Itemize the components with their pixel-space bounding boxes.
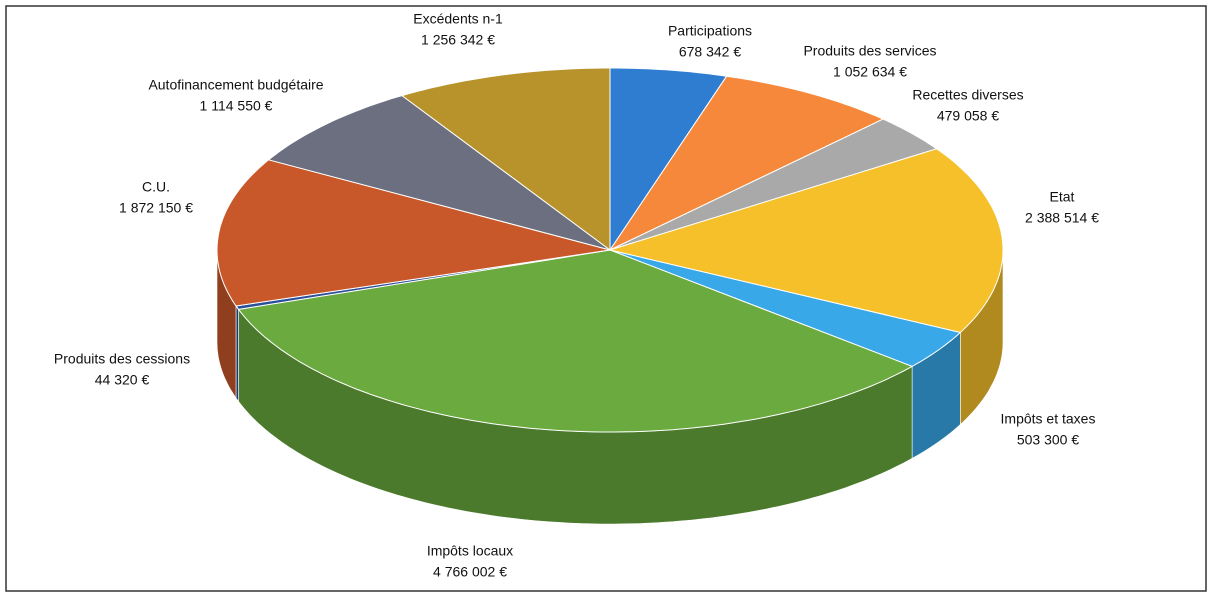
slice-value-label: 44 320 € [95,372,150,388]
slice-value-label: 1 114 550 € [200,98,273,114]
slice-label: Produits des services [803,43,936,59]
pie-slice [216,159,611,307]
slice-label: Impôts locaux [427,543,513,559]
slice-value-label: 479 058 € [937,108,999,124]
pie-slice [608,148,1004,334]
slice-label: Impôts et taxes [1001,411,1096,427]
pie-slice [609,249,962,367]
slice-label: Produits des cessions [54,351,190,367]
slice-label: Autofinancement budgétaire [148,77,323,93]
slice-value-label: 503 300 € [1017,432,1079,448]
pie-slice [400,67,611,251]
pie-slice [237,249,914,433]
pie-slice-side [235,305,239,403]
slice-value-label: 1 052 634 € [833,64,907,80]
slice-value-label: 2 388 514 € [1025,210,1099,226]
slice-label: Recettes diverses [912,87,1023,103]
slice-label: Participations [668,23,752,39]
slice-label: C.U. [142,179,170,195]
slice-value-label: 1 256 342 € [421,32,495,48]
slice-label: Excédents n-1 [413,11,503,27]
slice-label: Etat [1050,189,1075,205]
pie-slice [608,75,885,252]
slice-value-label: 1 872 150 € [119,200,193,216]
slice-value-label: 4 766 002 € [433,564,507,580]
pie-slice [267,95,611,251]
pie-slice [609,118,938,251]
pie-slice [609,67,728,252]
slice-value-label: 678 342 € [679,44,741,60]
